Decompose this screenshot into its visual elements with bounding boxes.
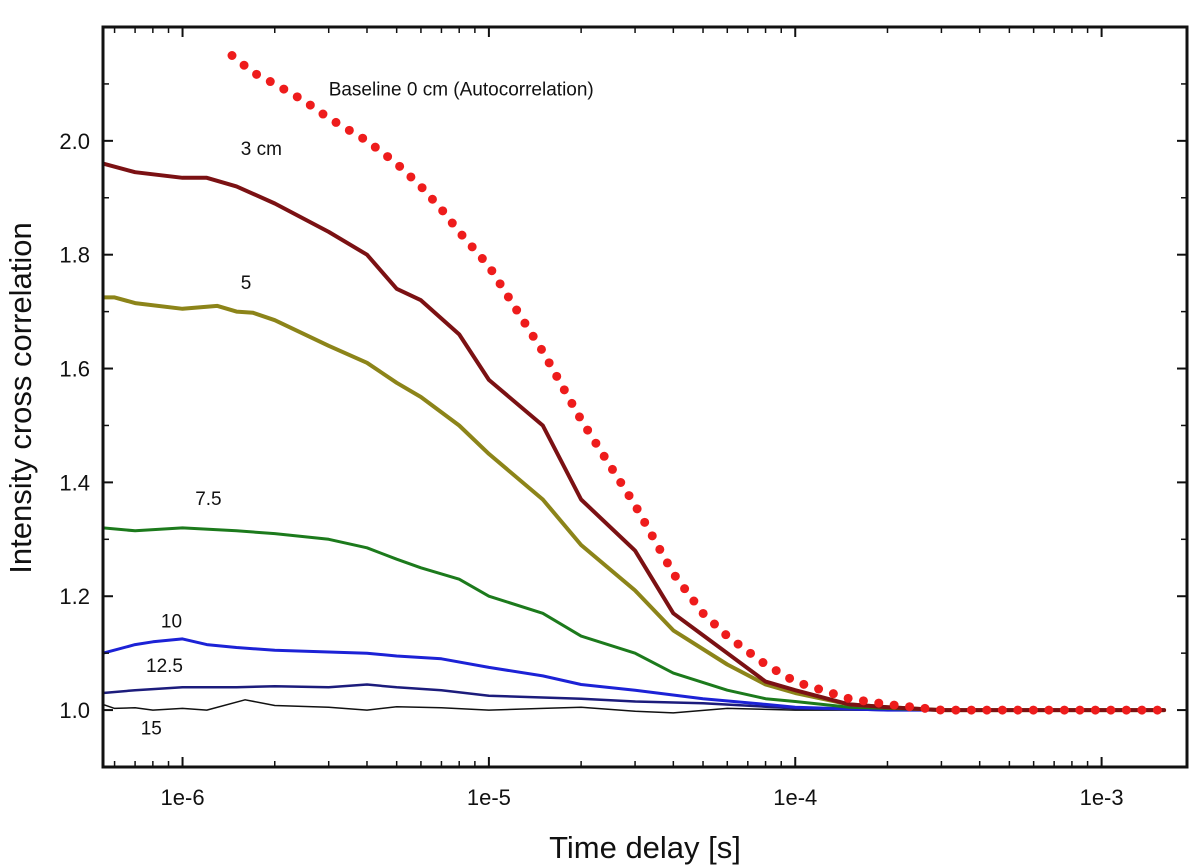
y-tick-label: 1.8 <box>59 243 90 268</box>
series-line-10 <box>103 637 1166 712</box>
y-tick-label: 2.0 <box>59 129 90 154</box>
y-axis-title: Intensity cross correlation <box>3 222 38 573</box>
x-tick-label: 1e-3 <box>1080 785 1124 810</box>
series-line-15 <box>103 699 1165 714</box>
y-tick-label: 1.6 <box>59 357 90 382</box>
x-tick-label: 1e-5 <box>467 785 511 810</box>
series-label-10: 10 <box>161 612 182 633</box>
plot-frame <box>101 25 1189 769</box>
curve-labels: 15 12.5 10 7.5 5 3 cm Baseline 0 cm (Autocorre… <box>141 79 594 739</box>
series-line-3-cm <box>103 161 1167 713</box>
y-tick-label: 1.2 <box>59 584 90 609</box>
x-tick-label: 1e-6 <box>161 785 205 810</box>
series-label-12_5: 12.5 <box>146 656 183 677</box>
y-tick-label: 1.4 <box>59 470 90 495</box>
x-axis-title: Time delay [s] <box>549 830 741 865</box>
series-line-7_5 <box>103 526 1166 712</box>
series-label-3-cm: 3 cm <box>241 139 282 160</box>
series-label-5: 5 <box>241 273 252 294</box>
series-label-15: 15 <box>141 719 162 740</box>
axes: 1.0 1.2 1.4 1.6 1.8 2.0 1e-6 1e-5 1e-4 1e-3 <box>59 25 1189 810</box>
series-line-12_5 <box>103 683 1166 712</box>
x-tick-label: 1e-4 <box>773 785 817 810</box>
series-line-baseline-0-cm-autocorrelation <box>227 51 1169 715</box>
series-layer <box>103 51 1169 715</box>
series-label-7_5: 7.5 <box>195 489 221 510</box>
y-tick-label: 1.0 <box>59 698 90 723</box>
series-label-baseline-0-cm-autocorrelation: Baseline 0 cm (Autocorrelation) <box>329 79 594 100</box>
